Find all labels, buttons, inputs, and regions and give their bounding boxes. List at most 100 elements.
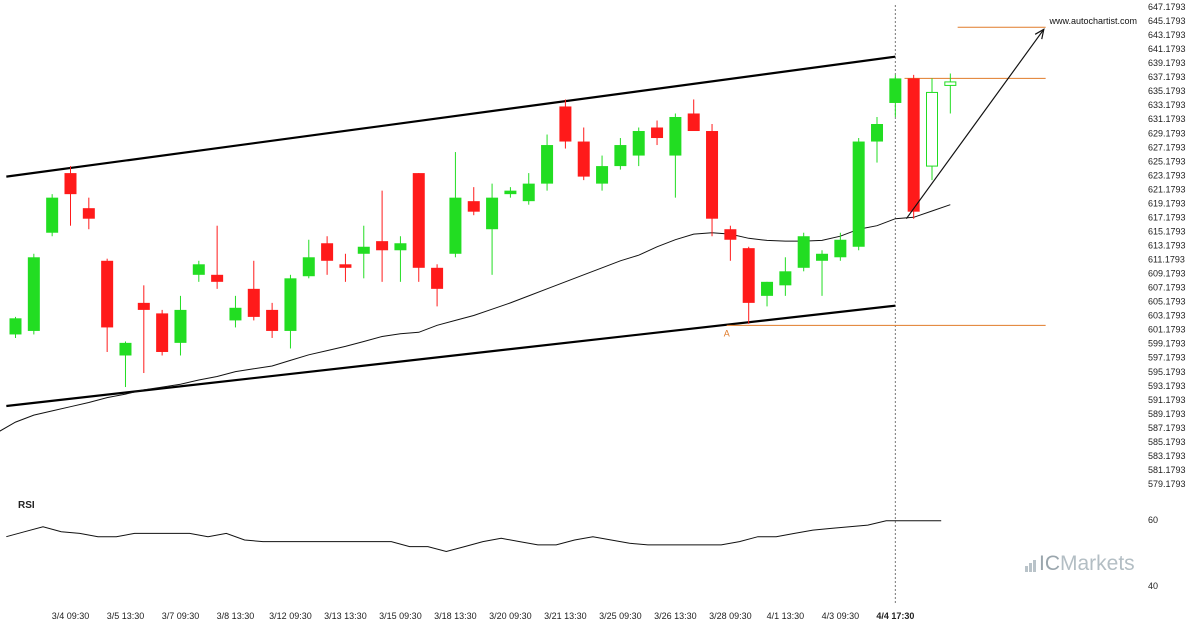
price-tick-label: 583.1793 [1148,451,1186,461]
time-tick-label: 3/25 09:30 [599,611,642,621]
candle-body [596,166,609,184]
candle-body [504,190,517,195]
candle [614,138,627,170]
candle-body [46,197,59,233]
price-tick-label: 601.1793 [1148,325,1186,335]
time-tick-label: 4/4 17:30 [876,611,914,621]
candle [797,232,810,272]
time-tick-label: 4/3 09:30 [822,611,860,621]
time-tick-label: 3/26 13:30 [654,611,697,621]
time-tick-label: 3/28 09:30 [709,611,752,621]
candle-body [247,288,260,317]
candle-body [614,145,627,167]
candle-body [431,267,444,289]
price-tick-label: 645.1793 [1148,16,1186,26]
candle-body [101,260,114,328]
channel-lower-line [6,304,896,408]
candle [431,264,444,307]
candle [119,341,132,388]
candle [522,173,535,205]
candle [101,258,114,352]
price-tick-label: 615.1793 [1148,227,1186,237]
time-axis: 3/4 09:30 3/5 13:30 3/7 09:30 3/8 13:30 3/12… [52,611,915,621]
candle [266,302,279,338]
time-tick-label: 3/4 09:30 [52,611,90,621]
candle [632,127,645,167]
candle [321,236,334,275]
candle-body [779,271,792,286]
price-tick-label: 581.1793 [1148,465,1186,475]
candle [156,309,169,356]
candle [907,74,920,219]
candle-body [64,173,77,195]
candle [504,187,517,198]
candle-body [321,243,334,261]
broker-logo: ICMarkets [1025,552,1135,575]
candle-body [687,113,700,132]
candle [706,124,719,237]
candle [9,316,22,338]
price-tick-label: 599.1793 [1148,339,1186,349]
time-tick-label: 3/8 13:30 [217,611,255,621]
candle [357,225,370,279]
candle [687,99,700,132]
time-tick-label: 3/15 09:30 [379,611,422,621]
price-tick-label: 595.1793 [1148,367,1186,377]
candle-body [834,239,847,258]
time-tick-label: 3/7 09:30 [162,611,200,621]
candle-body [559,106,572,142]
candle-body [541,145,554,184]
candle [376,190,389,282]
price-tick-label: 625.1793 [1148,156,1186,166]
candle [82,197,95,230]
price-tick-label: 579.1793 [1148,479,1186,489]
candle-body [467,201,480,212]
candle-body [137,302,150,310]
candle [449,152,462,258]
candle [779,257,792,296]
candle [174,295,187,356]
candle [541,134,554,191]
candle-body [9,318,22,335]
candle-body [486,197,499,230]
rsi-tick-label: 60 [1148,515,1158,525]
rsi-title: RSI [18,500,35,511]
candle [64,166,77,226]
price-tick-label: 637.1793 [1148,72,1186,82]
price-tick-label: 617.1793 [1148,212,1186,222]
rsi-line [6,520,942,553]
candle-body [724,229,737,240]
rsi-tick-label: 40 [1148,581,1158,591]
candle-body [449,197,462,254]
time-tick-label: 3/20 09:30 [489,611,532,621]
channel-upper-line [6,55,896,178]
price-tick-label: 639.1793 [1148,58,1186,68]
candle [46,194,59,237]
pattern-point-label: A [724,328,730,338]
candle-body [412,173,425,268]
main-panel: A [0,5,1046,604]
price-tick-label: 609.1793 [1148,269,1186,279]
candle [27,253,40,335]
price-tick-label: 591.1793 [1148,395,1186,405]
candle [577,127,590,181]
price-tick-label: 613.1793 [1148,241,1186,251]
arrow-head-icon [1034,28,1045,40]
price-tick-label: 605.1793 [1148,297,1186,307]
candle [724,225,737,261]
candle-body [284,278,297,331]
candle-body [926,91,938,167]
time-tick-label: 3/13 13:30 [324,611,367,621]
candle-body [852,141,865,247]
time-tick-label: 3/18 13:30 [434,611,477,621]
candle-body [229,307,242,321]
price-tick-label: 641.1793 [1148,44,1186,54]
price-tick-label: 589.1793 [1148,409,1186,419]
rsi-panel: RSI 60 40 [6,500,1158,591]
candle-body [706,131,719,219]
brand-prefix: IC [1039,552,1060,575]
price-tick-label: 635.1793 [1148,86,1186,96]
price-tick-label: 643.1793 [1148,30,1186,40]
candle-body [632,131,645,156]
candle-body [156,313,169,352]
